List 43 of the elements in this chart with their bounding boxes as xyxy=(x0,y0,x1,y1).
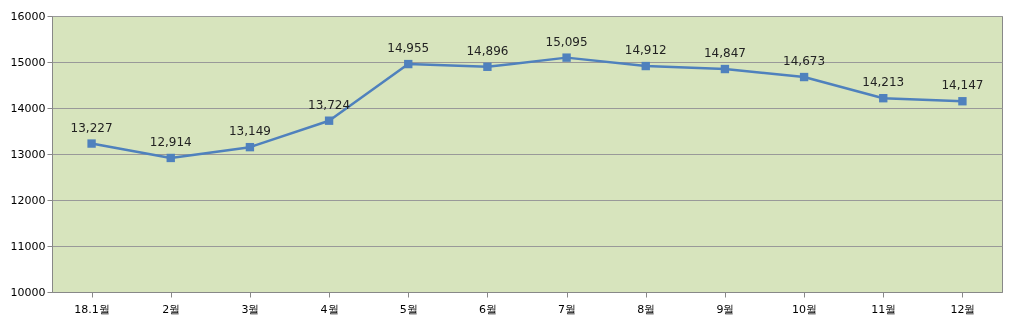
y-tick-label: 12000 xyxy=(10,193,46,207)
x-tick-label: 8월 xyxy=(637,302,656,316)
point xyxy=(324,116,334,125)
x-tick-label: 5월 xyxy=(399,302,418,316)
point xyxy=(483,62,492,71)
x-tick-label: 2월 xyxy=(162,302,181,316)
x-tick-label: 12월 xyxy=(950,302,976,316)
y-tick-label: 14000 xyxy=(10,101,46,115)
x-tick-label: 10월 xyxy=(792,302,818,316)
data-label: 13,227 xyxy=(70,120,113,135)
data-label: 14,213 xyxy=(862,75,905,90)
y-tick-label: 13000 xyxy=(10,147,46,161)
data-label: 14,147 xyxy=(941,78,984,93)
point xyxy=(641,61,650,71)
x-tick-label: 4월 xyxy=(320,302,339,316)
data-label: 13,149 xyxy=(228,124,271,139)
x-tick-label: 11월 xyxy=(871,302,897,316)
data-label: 15,095 xyxy=(545,34,588,49)
data-label: 14,912 xyxy=(624,43,667,58)
x-tick-label: 18.1월 xyxy=(74,302,110,316)
point xyxy=(562,53,571,62)
point xyxy=(879,94,888,103)
point xyxy=(958,97,967,106)
y-tick-label: 11000 xyxy=(10,239,46,253)
point xyxy=(245,142,255,152)
point xyxy=(799,72,809,82)
data-label: 14,847 xyxy=(703,46,746,61)
x-tick-label: 3월 xyxy=(241,302,260,316)
data-label: 14,896 xyxy=(466,43,509,58)
data-label: 14,673 xyxy=(783,54,826,69)
y-tick-label: 10000 xyxy=(10,285,46,299)
x-tick-label: 6월 xyxy=(478,302,497,316)
data-label: 14,955 xyxy=(387,41,430,56)
y-tick-label: 15000 xyxy=(10,55,46,69)
point xyxy=(404,59,413,69)
point xyxy=(166,153,175,163)
point xyxy=(720,64,730,74)
data-label: 12,914 xyxy=(149,134,192,149)
data-label: 13,724 xyxy=(308,97,351,112)
x-tick-label: 9월 xyxy=(716,302,735,316)
y-tick-label: 16000 xyxy=(10,9,46,23)
x-tick-label: 7월 xyxy=(558,302,577,316)
point xyxy=(87,139,96,148)
